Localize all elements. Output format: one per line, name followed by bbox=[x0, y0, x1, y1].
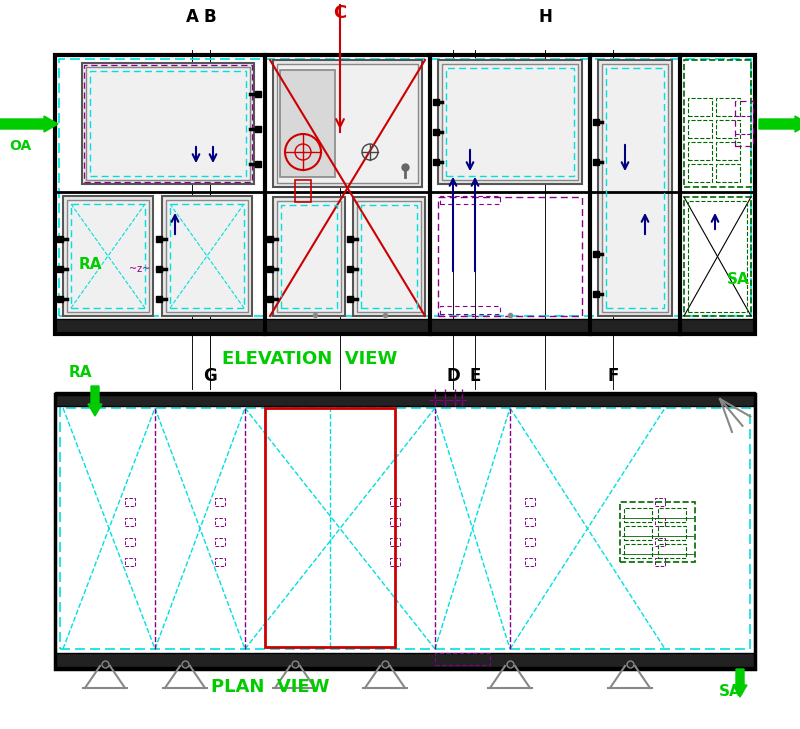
Bar bbox=[170, 204, 244, 308]
Bar bbox=[624, 508, 652, 522]
Bar bbox=[684, 60, 751, 187]
Bar bbox=[735, 101, 753, 146]
Bar bbox=[55, 653, 755, 667]
Text: E: E bbox=[470, 367, 481, 385]
Bar bbox=[716, 120, 740, 138]
Bar bbox=[438, 197, 582, 316]
Bar bbox=[435, 653, 490, 665]
Bar bbox=[525, 518, 535, 526]
Bar bbox=[620, 502, 695, 562]
Bar bbox=[438, 60, 582, 184]
Bar bbox=[624, 526, 652, 540]
FancyArrow shape bbox=[88, 386, 102, 416]
Bar bbox=[716, 98, 740, 116]
Bar bbox=[265, 408, 395, 647]
Bar bbox=[63, 196, 153, 316]
Bar bbox=[525, 538, 535, 546]
Bar bbox=[166, 200, 248, 312]
Bar bbox=[215, 518, 225, 526]
Bar bbox=[59, 59, 751, 316]
Text: PLAN  VIEW: PLAN VIEW bbox=[210, 678, 330, 696]
Bar bbox=[67, 200, 149, 312]
Bar bbox=[602, 64, 668, 312]
Text: A: A bbox=[186, 8, 198, 26]
FancyArrow shape bbox=[733, 669, 747, 697]
Bar bbox=[215, 538, 225, 546]
Bar bbox=[295, 180, 311, 202]
Bar bbox=[716, 142, 740, 160]
Bar bbox=[688, 120, 712, 138]
Bar bbox=[606, 68, 664, 308]
Bar bbox=[71, 204, 145, 308]
Bar bbox=[655, 518, 665, 526]
Bar bbox=[281, 205, 337, 308]
Bar bbox=[60, 408, 750, 649]
Bar bbox=[273, 60, 422, 187]
Bar bbox=[688, 142, 712, 160]
Bar bbox=[440, 196, 500, 204]
Bar bbox=[446, 68, 574, 176]
Bar bbox=[716, 164, 740, 182]
Text: G: G bbox=[203, 367, 217, 385]
Bar bbox=[624, 544, 652, 558]
Bar bbox=[82, 63, 254, 184]
Text: ~z~: ~z~ bbox=[130, 264, 150, 274]
Bar bbox=[658, 508, 686, 522]
Text: D: D bbox=[446, 367, 460, 385]
Bar bbox=[277, 64, 418, 183]
Bar bbox=[55, 392, 755, 406]
Bar bbox=[125, 538, 135, 546]
Text: RA: RA bbox=[68, 364, 92, 380]
Bar bbox=[655, 558, 665, 566]
Bar bbox=[525, 498, 535, 506]
Bar bbox=[280, 70, 335, 177]
Bar bbox=[86, 67, 250, 180]
FancyArrow shape bbox=[759, 116, 800, 132]
Text: H: H bbox=[538, 8, 552, 26]
Bar bbox=[84, 65, 252, 182]
Text: RA: RA bbox=[78, 257, 102, 271]
Bar bbox=[125, 558, 135, 566]
Text: F: F bbox=[607, 367, 618, 385]
Text: B: B bbox=[204, 8, 216, 26]
Bar bbox=[688, 201, 747, 312]
Bar bbox=[273, 197, 345, 316]
Bar bbox=[277, 201, 341, 312]
Bar bbox=[55, 55, 755, 334]
Bar bbox=[390, 558, 400, 566]
Bar bbox=[390, 518, 400, 526]
Bar bbox=[215, 498, 225, 506]
Bar bbox=[442, 64, 578, 180]
Bar bbox=[162, 196, 252, 316]
Bar bbox=[357, 201, 421, 312]
FancyArrow shape bbox=[0, 116, 58, 132]
Bar bbox=[655, 498, 665, 506]
Bar bbox=[655, 538, 665, 546]
Text: SA: SA bbox=[727, 271, 750, 286]
Bar bbox=[55, 319, 755, 334]
Bar bbox=[55, 394, 755, 669]
Text: OA: OA bbox=[9, 139, 31, 153]
Text: SA: SA bbox=[718, 684, 742, 698]
Bar bbox=[353, 197, 425, 316]
Bar bbox=[90, 71, 246, 176]
Bar bbox=[684, 197, 751, 316]
Bar bbox=[598, 60, 672, 316]
Text: ELEVATION  VIEW: ELEVATION VIEW bbox=[222, 350, 398, 368]
Bar bbox=[525, 558, 535, 566]
Bar bbox=[688, 98, 712, 116]
Bar bbox=[361, 205, 417, 308]
Bar bbox=[658, 544, 686, 558]
Bar bbox=[658, 526, 686, 540]
Bar bbox=[215, 558, 225, 566]
Text: C: C bbox=[334, 4, 346, 22]
Bar bbox=[440, 306, 500, 314]
Bar bbox=[125, 498, 135, 506]
Bar bbox=[125, 518, 135, 526]
Bar bbox=[688, 164, 712, 182]
Bar bbox=[390, 538, 400, 546]
Bar bbox=[390, 498, 400, 506]
